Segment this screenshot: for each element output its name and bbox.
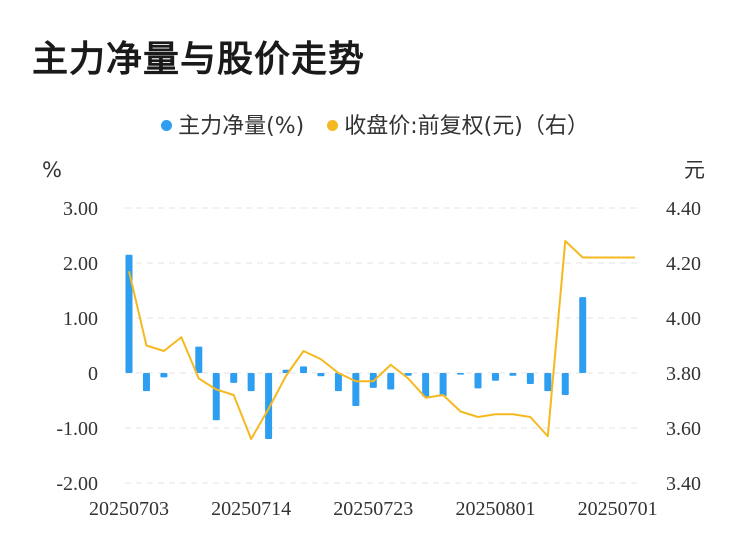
y-right-tick-label: 4.40 xyxy=(666,198,701,220)
y-right-tick-label: 3.80 xyxy=(666,363,701,385)
legend: 主力净量(%) 收盘价:前复权(元)（右） xyxy=(0,108,750,140)
y-left-tick-label: -2.00 xyxy=(56,473,98,495)
y-right-tick-label: 4.20 xyxy=(666,253,701,275)
bar[interactable] xyxy=(334,373,342,392)
y-left-tick-label: 0 xyxy=(88,363,98,385)
y-right-tick-label: 3.40 xyxy=(666,473,701,495)
bar[interactable] xyxy=(142,373,150,392)
chart-title: 主力净量与股价走势 xyxy=(32,39,366,80)
legend-label-line: 收盘价:前复权(元)（右） xyxy=(344,114,589,139)
bar[interactable] xyxy=(387,373,395,390)
x-tick-label: 20250801 xyxy=(455,498,535,520)
y-right-tick-label: 3.60 xyxy=(666,418,701,440)
bar[interactable] xyxy=(212,373,220,421)
y-left-tick-label: 2.00 xyxy=(63,253,98,275)
y-right-tick-label: 4.00 xyxy=(666,308,701,330)
x-tick-label: 20250714 xyxy=(211,498,291,520)
price-line[interactable] xyxy=(128,240,636,440)
legend-dot-bar xyxy=(161,119,173,131)
x-tick-label: 20250701 xyxy=(578,498,658,520)
bar[interactable] xyxy=(352,373,360,406)
legend-dot-line xyxy=(327,119,339,131)
bar[interactable] xyxy=(125,254,133,373)
bar[interactable] xyxy=(404,373,412,376)
bar[interactable] xyxy=(561,373,569,395)
legend-item-line[interactable]: 收盘价:前复权(元)（右） xyxy=(327,108,589,140)
bar[interactable] xyxy=(422,373,430,397)
y-left-tick-label: -1.00 xyxy=(56,418,98,440)
bar[interactable] xyxy=(579,297,587,373)
bar[interactable] xyxy=(491,373,499,381)
y-left-tick-label: 3.00 xyxy=(63,198,98,220)
y-right-unit: 元 xyxy=(684,158,705,182)
bar[interactable] xyxy=(265,373,273,439)
legend-item-bar[interactable]: 主力净量(%) xyxy=(161,108,304,140)
legend-label-bar: 主力净量(%) xyxy=(178,114,305,139)
bar[interactable] xyxy=(317,373,325,377)
bar[interactable] xyxy=(300,366,307,373)
bar[interactable] xyxy=(230,373,238,383)
bar[interactable] xyxy=(439,373,447,397)
bar[interactable] xyxy=(195,346,203,373)
x-tick-label: 20250703 xyxy=(89,498,169,520)
bar[interactable] xyxy=(526,373,534,384)
y-left-tick-label: 1.00 xyxy=(63,308,98,330)
bar[interactable] xyxy=(474,373,482,389)
x-tick-label: 20250723 xyxy=(333,498,413,520)
bar[interactable] xyxy=(544,373,552,392)
bar[interactable] xyxy=(457,373,465,375)
bar[interactable] xyxy=(247,373,255,392)
y-left-unit: % xyxy=(42,158,62,182)
bar[interactable] xyxy=(509,373,517,376)
bar[interactable] xyxy=(160,373,168,378)
